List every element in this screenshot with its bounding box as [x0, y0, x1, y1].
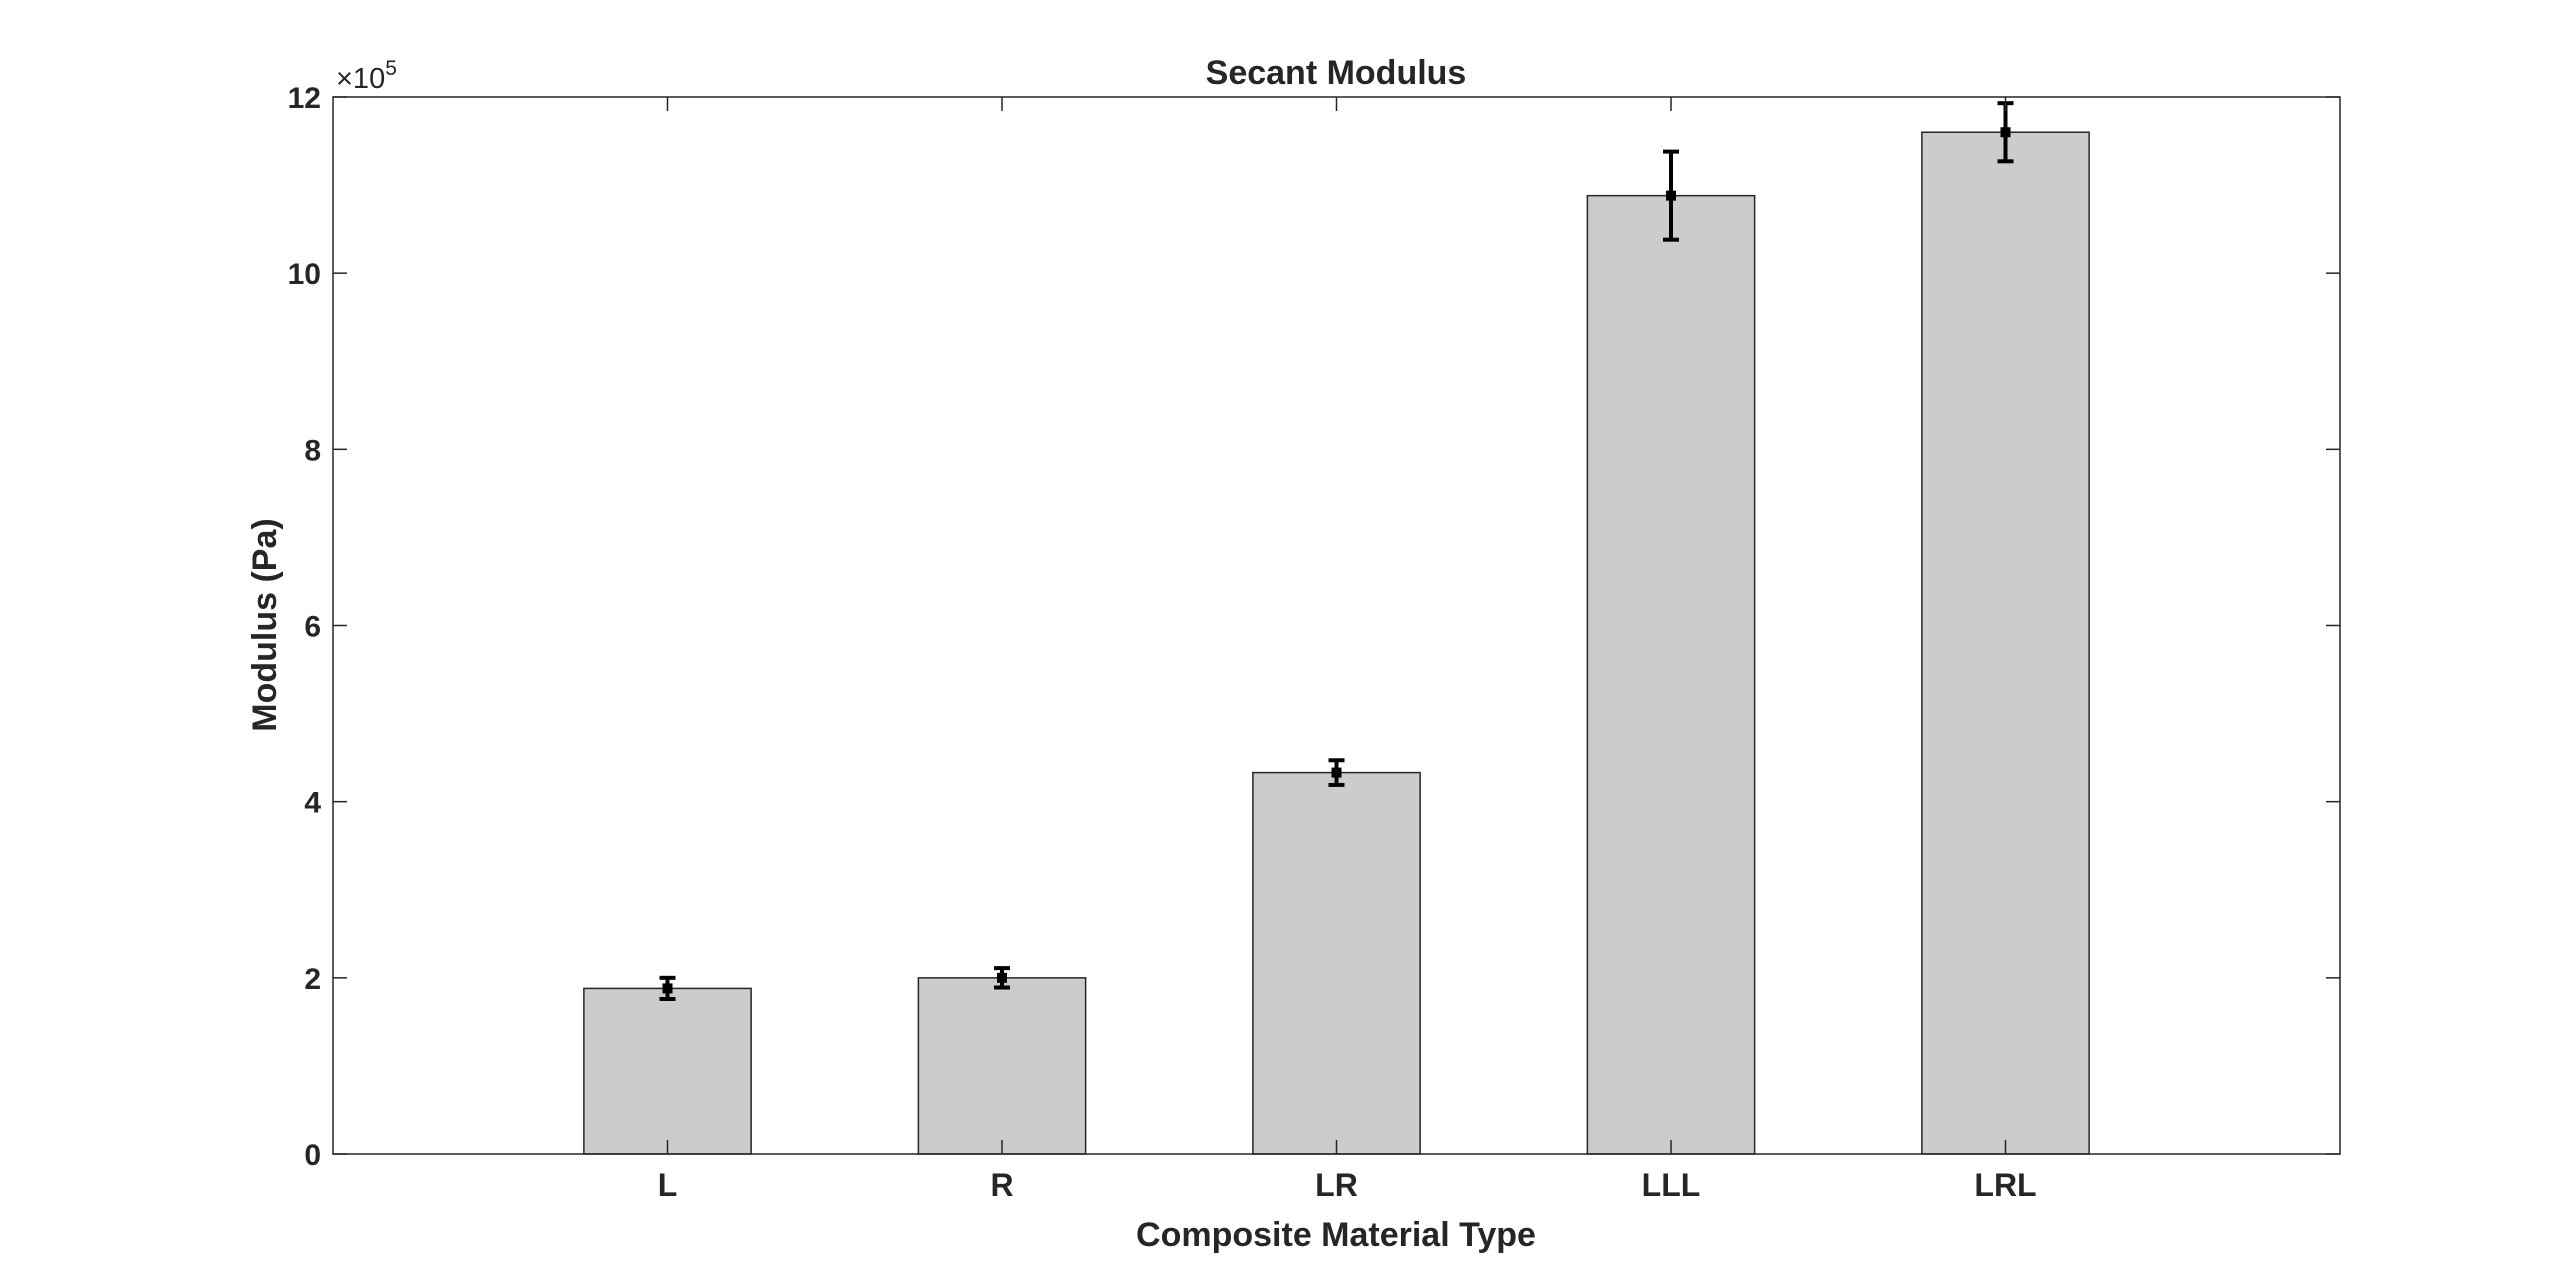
errorbar-marker: [1331, 767, 1342, 778]
x-tick-label-lrl: LRL: [1974, 1167, 2036, 1203]
y-tick-label: 12: [288, 82, 321, 115]
y-exponent-label: ×105: [336, 57, 397, 95]
y-exponent-power: 5: [385, 57, 397, 80]
y-tick-label: 8: [304, 434, 321, 467]
x-tick-label-r: R: [990, 1167, 1013, 1203]
x-tick-label-l: L: [658, 1167, 678, 1203]
y-tick-label: 2: [304, 963, 321, 996]
x-tick-label-lr: LR: [1315, 1167, 1358, 1203]
errorbar-marker: [997, 972, 1007, 983]
bar-lrl: [1921, 131, 2090, 1155]
bar-r: [917, 977, 1087, 1155]
bar-lr: [1252, 771, 1421, 1155]
chart-title: Secant Modulus: [1206, 54, 1467, 92]
errorbar-marker: [1666, 190, 1676, 201]
y-tick-label: 0: [304, 1139, 321, 1172]
y-exponent-prefix: ×10: [336, 63, 385, 95]
y-tick-label: 4: [304, 787, 321, 820]
y-tick-label: 6: [304, 611, 321, 644]
errorbar-marker: [662, 983, 673, 994]
x-tick-label-lll: LLL: [1642, 1167, 1701, 1203]
errorbar-marker: [2000, 127, 2011, 138]
x-axis-label: Composite Material Type: [1136, 1216, 1536, 1254]
y-tick-label: 10: [288, 258, 321, 291]
y-axis-label: Modulus (Pa): [246, 518, 284, 731]
bar-lll: [1586, 194, 1756, 1155]
bar-l: [583, 987, 752, 1155]
